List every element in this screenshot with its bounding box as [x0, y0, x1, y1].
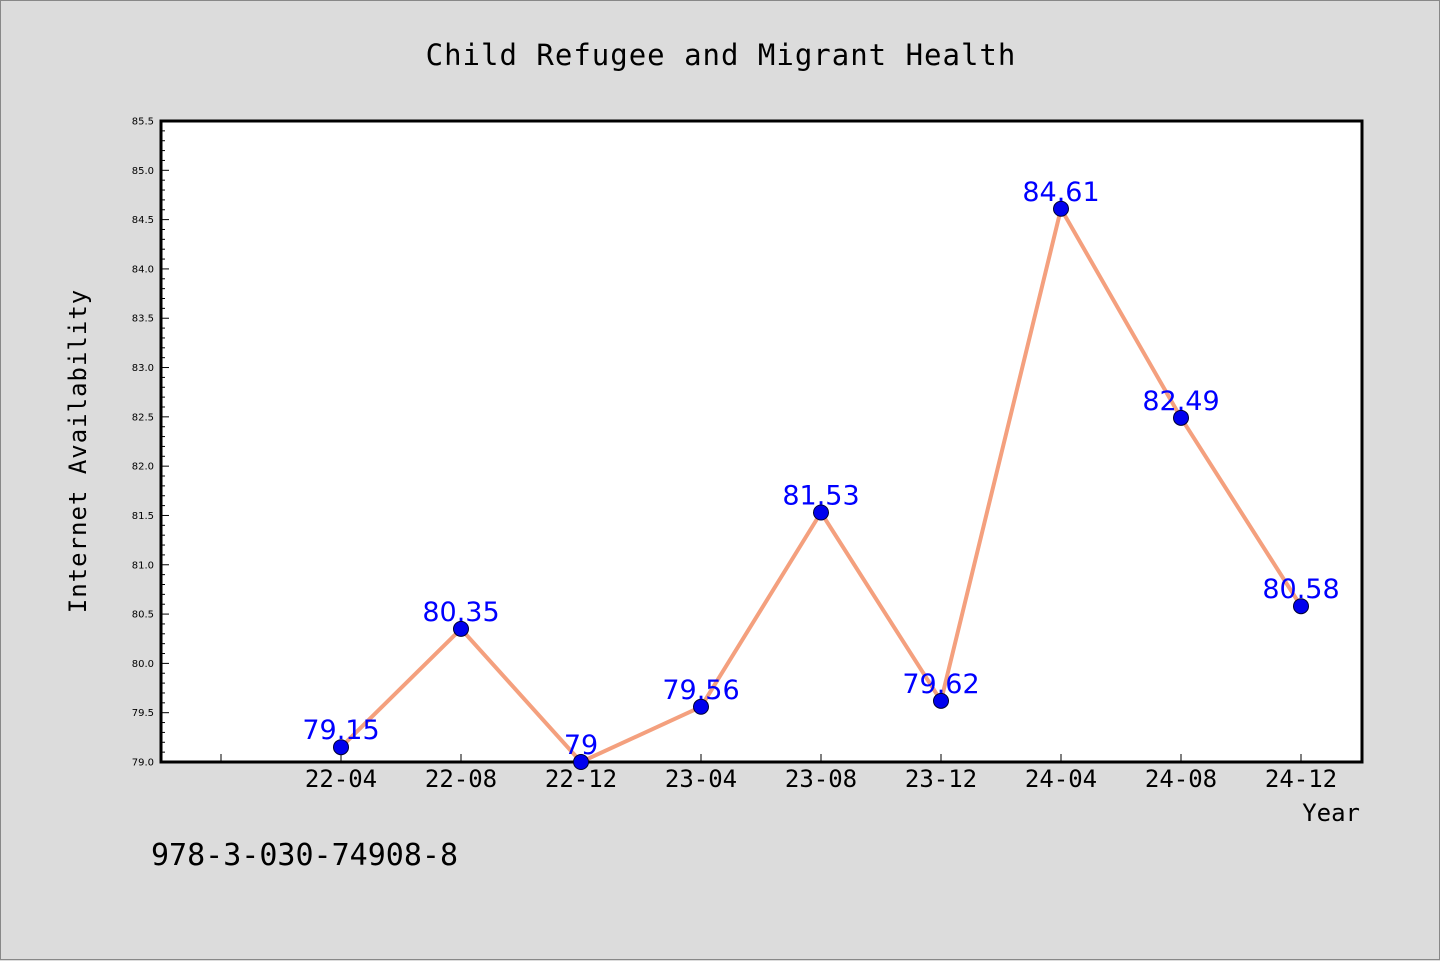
y-tick-label: 79.0 — [132, 758, 154, 769]
data-point — [693, 698, 709, 715]
data-point — [813, 504, 829, 521]
data-label: 79.56 — [662, 675, 739, 706]
y-tick-label: 82.0 — [132, 462, 154, 473]
y-tick-label: 81.5 — [132, 511, 154, 522]
data-label: 79.15 — [302, 715, 379, 746]
y-tick-label: 83.5 — [132, 314, 154, 325]
series-line: 79.15 80.35 79 79.56 81.53 79.62 84.61 82.49 80.… — [302, 177, 1340, 770]
y-tick-label: 80.5 — [132, 610, 154, 621]
y-axis-label: Internet Availability — [64, 289, 92, 613]
y-tick-label: 85.5 — [132, 117, 154, 128]
data-label: 80.58 — [1262, 574, 1339, 605]
x-axis: 22-04 22-08 22-12 23-04 23-08 23-12 24-04 24-08… — [220, 754, 1337, 793]
y-tick-label: 84.5 — [132, 215, 154, 226]
data-label: 80.35 — [422, 597, 499, 628]
chart-title: Child Refugee and Migrant Health — [426, 38, 1017, 72]
data-label: 82.49 — [1142, 386, 1219, 417]
data-point — [1053, 200, 1069, 217]
y-tick-label: 85.0 — [132, 166, 154, 177]
x-tick-label: 23-08 — [785, 765, 857, 793]
x-tick-label: 23-04 — [665, 765, 737, 793]
y-tick-label: 84.0 — [132, 264, 154, 275]
y-tick-label: 80.0 — [132, 659, 154, 670]
x-tick-label: 24-12 — [1265, 765, 1337, 793]
data-label: 81.53 — [782, 481, 859, 512]
data-label: 79 — [564, 730, 598, 761]
x-tick-label: 22-04 — [305, 765, 377, 793]
data-point — [333, 739, 349, 756]
x-tick-label: 23-12 — [905, 765, 977, 793]
data-label: 84.61 — [1022, 177, 1099, 208]
x-axis-label: Year — [1302, 799, 1360, 827]
y-tick-label: 79.5 — [132, 708, 154, 719]
data-label: 79.62 — [902, 669, 979, 700]
data-point — [573, 754, 589, 770]
footnote: 978-3-030-74908-8 — [151, 838, 458, 873]
plot-area — [159, 119, 1364, 764]
x-tick-label: 24-04 — [1025, 765, 1097, 793]
y-tick-label: 83.0 — [132, 363, 154, 374]
data-point — [933, 692, 949, 709]
data-point — [1293, 598, 1309, 615]
y-axis: 79.0 79.5 80.0 80.5 81.0 81.5 82.0 82.5 83.0 83.5… — [132, 117, 169, 769]
data-point — [1173, 409, 1189, 426]
x-tick-label: 24-08 — [1145, 765, 1217, 793]
data-point — [453, 620, 469, 637]
x-tick-label: 22-08 — [425, 765, 497, 793]
y-tick-label: 82.5 — [132, 412, 154, 423]
y-tick-label: 81.0 — [132, 560, 154, 571]
